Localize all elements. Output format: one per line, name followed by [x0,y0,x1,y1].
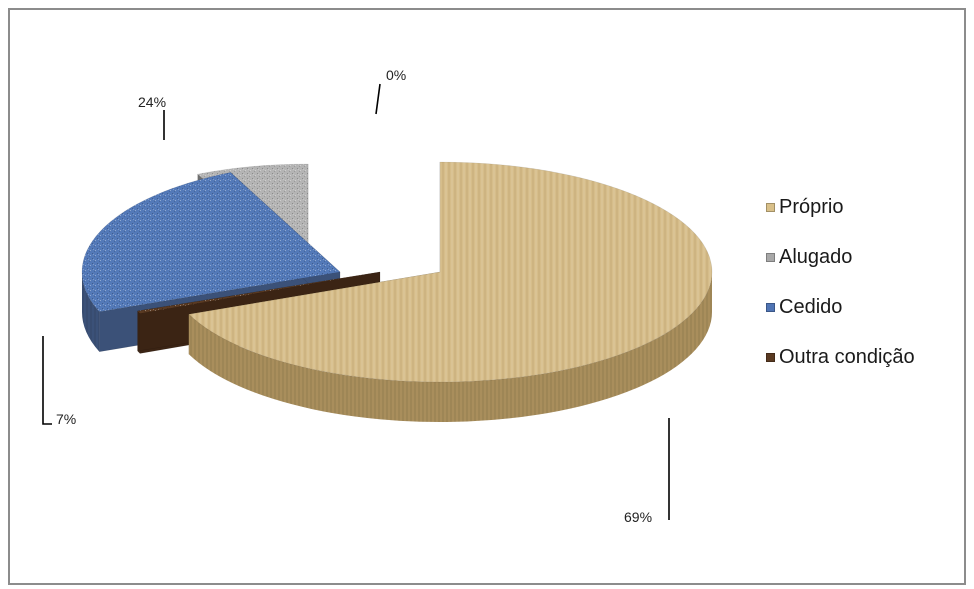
legend-swatch-proprio [766,202,775,212]
pie-data-labels: 69% 0% 24% 7% [42,67,670,525]
legend-item-alugado: Alugado [766,232,915,282]
pie-slice-cedido [81,171,341,352]
legend-item-proprio: Próprio [766,182,915,232]
legend-swatch-alugado [766,252,775,262]
legend-label-outra-condicao: Outra condição [779,345,915,368]
pie-slices [81,161,713,422]
chart-area: 69% 0% 24% 7% Próprio Alugado Cedido Outra … [8,8,966,585]
data-label-outra-condicao: 0% [386,67,406,83]
pie-chart: 69% 0% 24% 7% [42,67,713,525]
data-label-cedido: 24% [138,94,166,110]
legend-label-cedido: Cedido [779,295,843,318]
data-label-alugado: 7% [56,411,76,427]
data-label-proprio: 69% [624,509,652,525]
legend-item-cedido: Cedido [766,282,915,332]
legend-label-proprio: Próprio [779,195,844,218]
legend-item-outra-condicao: Outra condição [766,332,915,382]
legend: Próprio Alugado Cedido Outra condição [766,182,915,382]
leader-line-alugado [42,336,52,425]
legend-swatch-outra-condicao [766,352,775,362]
leader-line-outra-condicao [375,83,381,115]
legend-swatch-cedido [766,302,775,312]
pie-slice-proprio [188,161,713,422]
legend-label-alugado: Alugado [779,245,853,268]
